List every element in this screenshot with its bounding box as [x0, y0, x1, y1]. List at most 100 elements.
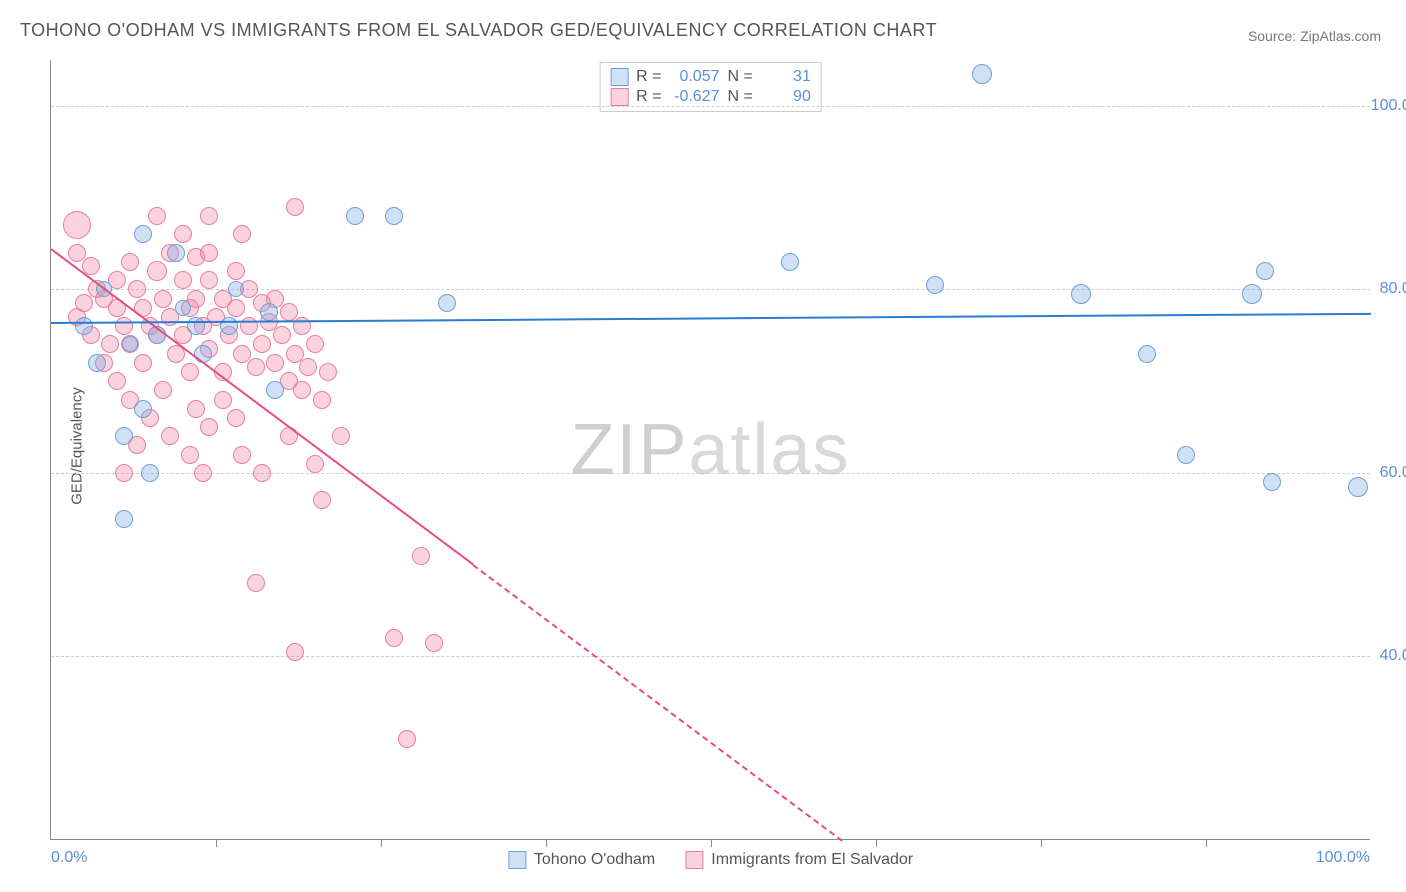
point-series-b [227, 299, 245, 317]
point-series-b [313, 491, 331, 509]
legend-label-b: Immigrants from El Salvador [711, 851, 913, 869]
point-series-b [200, 244, 218, 262]
x-tick [876, 839, 877, 847]
n-label-a: N = [728, 68, 753, 86]
point-series-b [200, 271, 218, 289]
point-series-a [122, 336, 138, 352]
point-series-a [266, 381, 284, 399]
source-label: Source: [1248, 28, 1296, 44]
point-series-a [1263, 473, 1281, 491]
point-series-a [175, 300, 191, 316]
y-tick-label: 40.0% [1372, 647, 1406, 665]
point-series-a [1071, 284, 1091, 304]
point-series-b [115, 317, 133, 335]
point-series-b [108, 372, 126, 390]
point-series-b [194, 464, 212, 482]
point-series-b [306, 455, 324, 473]
point-series-a [438, 294, 456, 312]
point-series-b [313, 391, 331, 409]
legend-item-a: Tohono O'odham [508, 851, 655, 869]
point-series-b [174, 225, 192, 243]
point-series-a [346, 207, 364, 225]
point-series-a [134, 225, 152, 243]
y-tick-label: 80.0% [1372, 280, 1406, 298]
r-value-b: -0.627 [670, 88, 720, 106]
point-series-b [63, 211, 91, 239]
point-series-b [233, 446, 251, 464]
plot-area: ZIPatlas R = 0.057 N = 31 R = -0.627 N =… [50, 60, 1370, 840]
x-tick [1041, 839, 1042, 847]
gridline [51, 106, 1370, 107]
point-series-b [273, 326, 291, 344]
point-series-b [200, 207, 218, 225]
watermark-zip: ZIP [570, 410, 688, 490]
point-series-b [174, 271, 192, 289]
point-series-b [134, 354, 152, 372]
point-series-a [260, 303, 278, 321]
point-series-a [1256, 262, 1274, 280]
point-series-b [147, 261, 167, 281]
x-tick [1206, 839, 1207, 847]
point-series-a [781, 253, 799, 271]
point-series-b [101, 335, 119, 353]
bottom-legend: Tohono O'odham Immigrants from El Salvad… [508, 851, 913, 869]
point-series-b [128, 280, 146, 298]
point-series-b [385, 629, 403, 647]
trendline-b-dashed [473, 564, 844, 842]
point-series-b [306, 335, 324, 353]
point-series-b [299, 358, 317, 376]
point-series-b [181, 363, 199, 381]
point-series-b [319, 363, 337, 381]
x-tick [711, 839, 712, 847]
source-name: ZipAtlas.com [1300, 28, 1381, 44]
y-tick-label: 60.0% [1372, 464, 1406, 482]
x-axis-min-label: 0.0% [51, 849, 87, 867]
n-label-b: N = [728, 88, 753, 106]
stats-legend-box: R = 0.057 N = 31 R = -0.627 N = 90 [599, 62, 822, 112]
point-series-b [332, 427, 350, 445]
point-series-b [247, 358, 265, 376]
point-series-b [233, 225, 251, 243]
point-series-b [293, 381, 311, 399]
point-series-b [425, 634, 443, 652]
stats-row-b: R = -0.627 N = 90 [610, 87, 811, 107]
swatch-series-a [610, 68, 628, 86]
point-series-a [926, 276, 944, 294]
point-series-a [75, 317, 93, 335]
point-series-b [253, 335, 271, 353]
point-series-a [228, 281, 244, 297]
point-series-b [121, 253, 139, 271]
point-series-b [286, 643, 304, 661]
legend-label-a: Tohono O'odham [534, 851, 655, 869]
point-series-b [412, 547, 430, 565]
n-value-b: 90 [761, 88, 811, 106]
legend-swatch-b [685, 851, 703, 869]
legend-swatch-a [508, 851, 526, 869]
gridline [51, 656, 1370, 657]
point-series-a [1177, 446, 1195, 464]
point-series-b [214, 391, 232, 409]
point-series-b [266, 354, 284, 372]
point-series-b [115, 464, 133, 482]
point-series-a [134, 400, 152, 418]
point-series-a [88, 354, 106, 372]
point-series-b [154, 381, 172, 399]
gridline [51, 473, 1370, 474]
point-series-b [181, 446, 199, 464]
point-series-b [148, 207, 166, 225]
point-series-a [115, 510, 133, 528]
r-label-b: R = [636, 88, 661, 106]
swatch-series-b [610, 88, 628, 106]
x-tick [216, 839, 217, 847]
point-series-a [1348, 477, 1368, 497]
point-series-b [227, 409, 245, 427]
point-series-b [187, 400, 205, 418]
point-series-b [247, 574, 265, 592]
point-series-a [194, 345, 212, 363]
point-series-a [141, 464, 159, 482]
point-series-a [167, 244, 185, 262]
point-series-a [972, 64, 992, 84]
x-tick [546, 839, 547, 847]
point-series-a [187, 317, 205, 335]
watermark-atlas: atlas [688, 410, 850, 490]
